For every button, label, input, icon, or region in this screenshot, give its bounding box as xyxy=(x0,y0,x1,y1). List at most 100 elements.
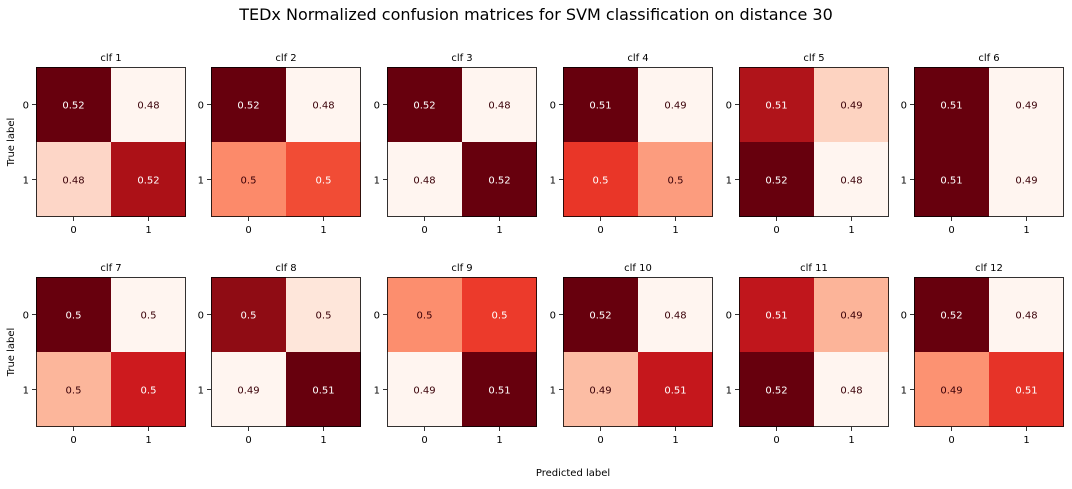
y-tick-label: 0 xyxy=(726,311,732,322)
panel-frame xyxy=(36,67,186,217)
cell-r1-c0 xyxy=(739,352,814,427)
cell-r0-c0 xyxy=(914,277,989,352)
cell-value-label: 0.52 xyxy=(62,101,84,112)
cell-value-label: 0.5 xyxy=(417,311,433,322)
cell-r1-c1 xyxy=(989,142,1064,217)
cell-r0-c0 xyxy=(211,67,286,142)
cell-value-label: 0.52 xyxy=(137,176,159,187)
panel-6: clf 6 0.51 0.49 0.51 0.49 0 1 0 1 xyxy=(901,53,1064,236)
cell-value-label: 0.49 xyxy=(413,386,435,397)
panel-8: clf 8 0.5 0.5 0.49 0.51 0 1 0 1 xyxy=(198,263,361,446)
cell-value-label: 0.5 xyxy=(141,311,157,322)
panel-1: clf 1 0.52 0.48 0.48 0.52 0 1 0 1 True label xyxy=(6,53,186,236)
cell-r0-c1 xyxy=(111,277,186,352)
x-tick-label: 0 xyxy=(245,435,251,446)
cell-value-label: 0.5 xyxy=(241,176,257,187)
cell-r1-c1 xyxy=(814,352,889,427)
x-tick-label: 0 xyxy=(773,225,779,236)
cell-r0-c0 xyxy=(36,67,111,142)
cell-r0-c0 xyxy=(387,277,462,352)
cell-r1-c1 xyxy=(638,352,713,427)
y-axis-label: True label xyxy=(6,328,17,378)
panel-10: clf 10 0.52 0.48 0.49 0.51 0 1 0 1 xyxy=(550,263,713,446)
y-tick-label: 1 xyxy=(550,176,556,187)
cell-r1-c1 xyxy=(989,352,1064,427)
panel-title: clf 4 xyxy=(627,53,648,64)
panel-frame xyxy=(387,277,537,427)
x-tick-label: 0 xyxy=(948,225,954,236)
x-tick-label: 1 xyxy=(320,435,326,446)
y-tick-label: 0 xyxy=(374,311,380,322)
cell-r0-c1 xyxy=(286,67,361,142)
panel-frame xyxy=(914,277,1064,427)
cell-value-label: 0.51 xyxy=(1015,386,1037,397)
panel-5: clf 5 0.51 0.49 0.52 0.48 0 1 0 1 xyxy=(726,53,889,236)
cell-r1-c0 xyxy=(914,352,989,427)
cell-r1-c0 xyxy=(36,352,111,427)
cell-value-label: 0.48 xyxy=(840,386,862,397)
cell-value-label: 0.48 xyxy=(62,176,84,187)
cell-value-label: 0.52 xyxy=(237,101,259,112)
cell-value-label: 0.51 xyxy=(664,386,686,397)
cell-value-label: 0.52 xyxy=(765,176,787,187)
panel-title: clf 10 xyxy=(624,263,652,274)
x-tick-label: 0 xyxy=(597,435,603,446)
y-tick-label: 1 xyxy=(23,386,29,397)
panel-2: clf 2 0.52 0.48 0.5 0.5 0 1 0 1 xyxy=(198,53,361,236)
cell-value-label: 0.49 xyxy=(589,386,611,397)
x-axis-label: Predicted label xyxy=(536,468,610,479)
cell-r1-c0 xyxy=(36,142,111,217)
panel-title: clf 3 xyxy=(451,53,472,64)
cell-r1-c0 xyxy=(739,142,814,217)
cell-value-label: 0.52 xyxy=(488,176,510,187)
cell-r1-c0 xyxy=(563,142,638,217)
y-tick-label: 0 xyxy=(550,101,556,112)
y-tick-label: 1 xyxy=(23,176,29,187)
cell-value-label: 0.48 xyxy=(840,176,862,187)
y-tick-label: 0 xyxy=(23,101,29,112)
cell-r0-c1 xyxy=(462,277,537,352)
cell-value-label: 0.5 xyxy=(316,311,332,322)
panel-frame xyxy=(563,67,713,217)
cell-value-label: 0.49 xyxy=(940,386,962,397)
cell-r0-c1 xyxy=(814,277,889,352)
cell-value-label: 0.48 xyxy=(1015,311,1037,322)
x-tick-label: 0 xyxy=(773,435,779,446)
y-tick-label: 1 xyxy=(374,176,380,187)
cell-value-label: 0.5 xyxy=(66,386,82,397)
x-tick-label: 0 xyxy=(70,225,76,236)
cell-r0-c1 xyxy=(111,67,186,142)
y-tick-label: 0 xyxy=(550,311,556,322)
y-tick-label: 0 xyxy=(374,101,380,112)
y-tick-label: 0 xyxy=(198,311,204,322)
x-tick-label: 1 xyxy=(672,435,678,446)
cell-value-label: 0.52 xyxy=(765,386,787,397)
cell-value-label: 0.49 xyxy=(840,101,862,112)
panels-group: clf 1 0.52 0.48 0.48 0.52 0 1 0 1 True label clf 2… xyxy=(6,53,1064,446)
cell-r0-c0 xyxy=(739,277,814,352)
cell-r1-c1 xyxy=(462,142,537,217)
x-tick-label: 1 xyxy=(496,225,502,236)
cell-r0-c0 xyxy=(739,67,814,142)
cell-r1-c1 xyxy=(462,352,537,427)
y-tick-label: 0 xyxy=(23,311,29,322)
x-tick-label: 0 xyxy=(245,225,251,236)
cell-value-label: 0.5 xyxy=(241,311,257,322)
cell-value-label: 0.49 xyxy=(840,311,862,322)
figure-title: TEDx Normalized confusion matrices for S… xyxy=(238,5,833,24)
y-tick-label: 1 xyxy=(198,386,204,397)
cell-value-label: 0.51 xyxy=(312,386,334,397)
cell-value-label: 0.48 xyxy=(488,101,510,112)
x-tick-label: 1 xyxy=(145,435,151,446)
cell-value-label: 0.5 xyxy=(141,386,157,397)
x-tick-label: 1 xyxy=(496,435,502,446)
cell-value-label: 0.51 xyxy=(488,386,510,397)
panel-title: clf 9 xyxy=(451,263,472,274)
x-tick-label: 1 xyxy=(848,225,854,236)
x-tick-label: 1 xyxy=(672,225,678,236)
y-tick-label: 0 xyxy=(198,101,204,112)
panel-7: clf 7 0.5 0.5 0.5 0.5 0 1 0 1 True label xyxy=(6,263,186,446)
x-tick-label: 0 xyxy=(70,435,76,446)
panel-3: clf 3 0.52 0.48 0.48 0.52 0 1 0 1 xyxy=(374,53,537,236)
